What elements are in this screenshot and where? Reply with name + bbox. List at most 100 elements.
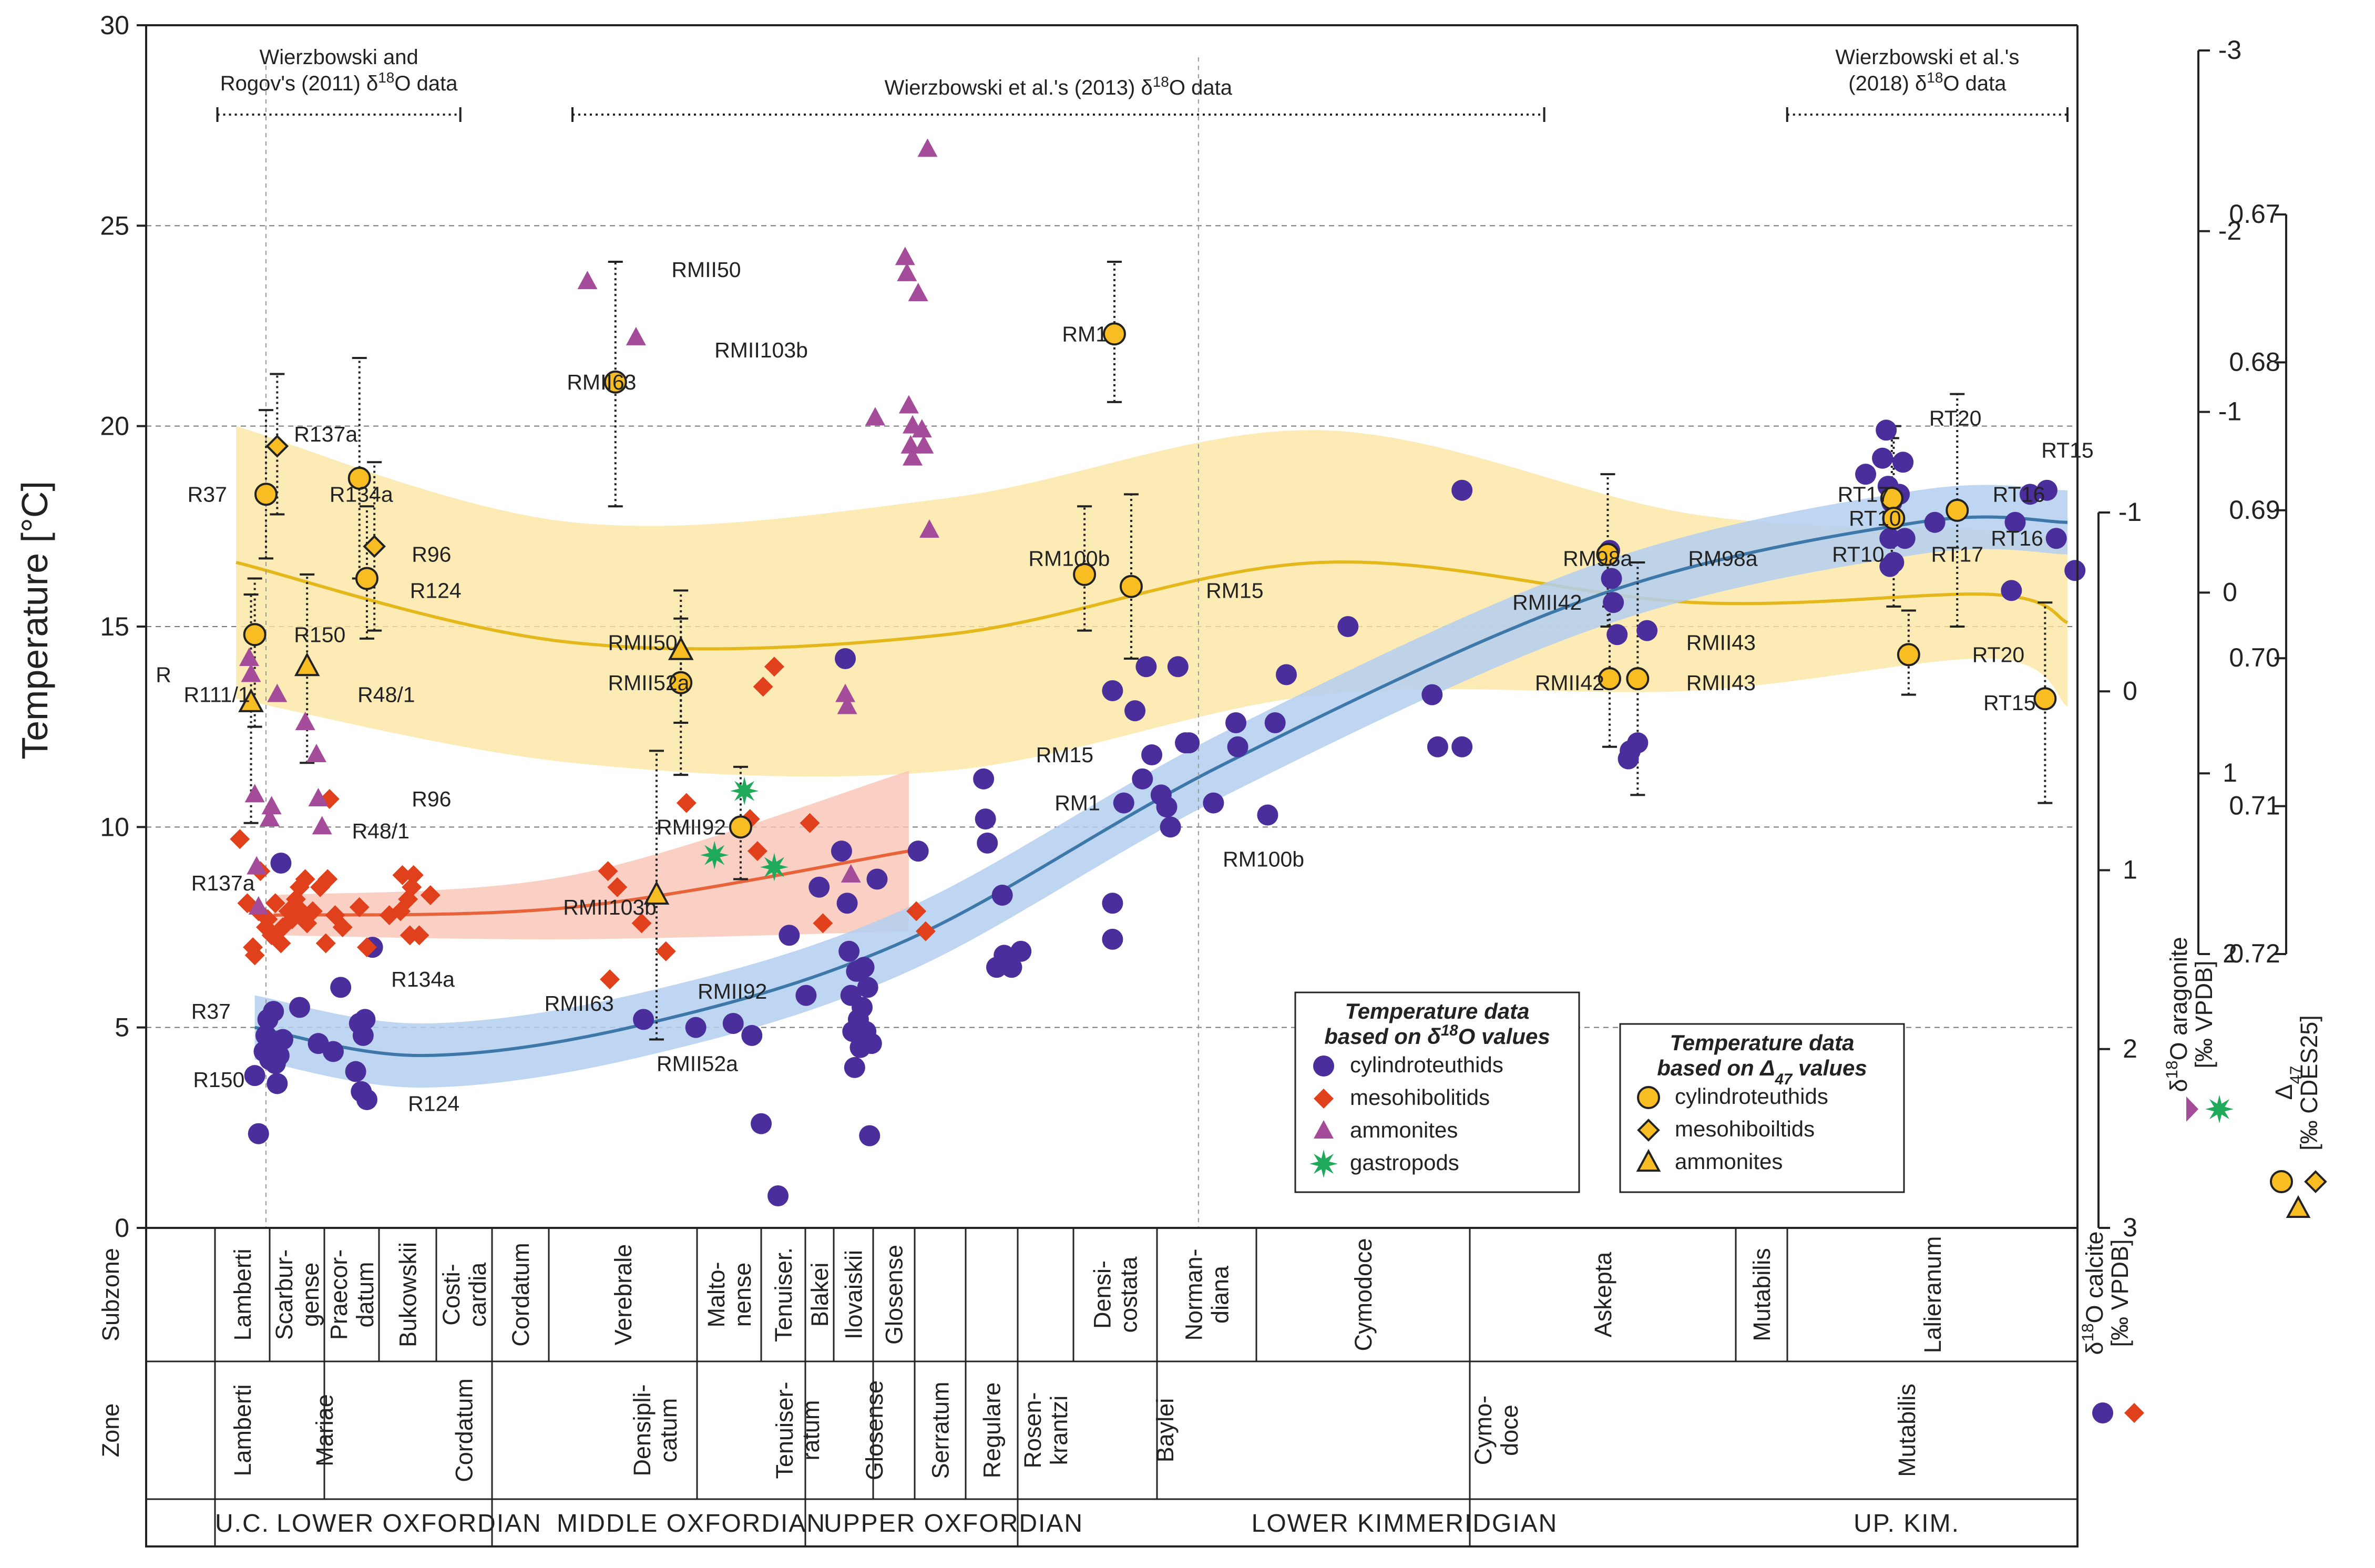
- secondary-axis-title: δ18O aragonite: [2162, 937, 2192, 1092]
- data-point: [912, 419, 932, 438]
- zone-label: Regulare: [979, 1382, 1006, 1479]
- zone-label: Tenuiser-: [771, 1381, 798, 1479]
- data-point: [685, 1017, 707, 1038]
- subzone-label: Lamberti: [229, 1248, 256, 1340]
- data-point: [1113, 792, 1134, 814]
- data-point: [392, 865, 413, 885]
- error-bar: [1077, 505, 1092, 632]
- point-label: RT10: [1832, 542, 1885, 567]
- data-point: [272, 1029, 293, 1050]
- d47-triangle-marker: [2286, 1195, 2311, 1218]
- point-label: R96: [412, 787, 451, 811]
- data-point: [607, 877, 628, 897]
- y-axis-title: Temperature [°C]: [14, 481, 55, 760]
- data-point: [598, 861, 618, 882]
- secondary-tick-label: 0.67: [2229, 199, 2280, 229]
- legend-marker: [1314, 1089, 1334, 1109]
- point-label: RMII52a: [608, 671, 690, 695]
- point-label: RM1: [1055, 791, 1100, 815]
- legend-title: based on Δ47 values: [1657, 1055, 1867, 1088]
- secondary-axis-0: -3 -2 -1 0 1 2 δ18O aragonite[‰ VPDB]: [2162, 35, 2241, 1092]
- data-point: [1627, 732, 1649, 754]
- error-bar: [733, 765, 748, 880]
- data-point: [1102, 322, 1126, 346]
- point-label: RT16: [1993, 482, 2045, 506]
- data-point: [1636, 620, 1658, 641]
- data-point: [1257, 804, 1278, 826]
- error-bar: [300, 573, 315, 764]
- point-label: RT17: [1838, 482, 1890, 506]
- zone-label: ratum: [797, 1400, 824, 1460]
- data-point: [1141, 744, 1163, 766]
- data-point: [1451, 479, 1473, 501]
- legend-marker: [1313, 1055, 1334, 1077]
- data-point: [270, 852, 292, 874]
- data-point: [1102, 928, 1123, 950]
- data-point: [668, 636, 694, 660]
- data-source-label: Wierzbowski and: [259, 46, 418, 69]
- data-point: [1606, 624, 1628, 645]
- data-point: [295, 712, 315, 731]
- data-point: [1225, 712, 1247, 734]
- data-point: [306, 744, 326, 763]
- data-point: [243, 623, 267, 647]
- data-point: [656, 941, 676, 961]
- legend-marker: [1309, 1150, 1338, 1178]
- data-point: [844, 1057, 865, 1078]
- data-point: [267, 683, 288, 702]
- stratigraphy-table: Subzone Zone Lamberti Scarbur-gense Praecor-…: [97, 1227, 2079, 1547]
- stage-label: LOWER OXFORDIAN: [277, 1510, 542, 1538]
- data-point: [861, 1033, 882, 1054]
- zone-label: Mariae: [311, 1394, 338, 1467]
- row-label-subzone: Subzone: [97, 1248, 124, 1341]
- data-point: [1451, 736, 1473, 757]
- data-point: [1179, 732, 1200, 754]
- error-bar: [649, 750, 664, 1041]
- point-label: RMII63: [567, 370, 636, 394]
- zone-label: Glosense: [861, 1380, 888, 1480]
- data-point: [857, 977, 878, 998]
- secondary-axis-title: δ18O calcite: [2078, 1231, 2108, 1355]
- secondary-tick-label: 2: [2223, 939, 2237, 968]
- data-point: [1001, 957, 1022, 978]
- calcite-diamond-marker: [2124, 1403, 2144, 1423]
- data-point: [402, 877, 422, 897]
- data-point: [1601, 568, 1622, 589]
- data-point: [779, 925, 800, 946]
- row-label-zone: Zone: [97, 1403, 124, 1458]
- point-label: R: [156, 663, 171, 687]
- point-label: RT20: [1929, 406, 1982, 430]
- data-point: [914, 435, 934, 454]
- subzone-label: nense: [729, 1263, 756, 1327]
- subzone-label: Densi-: [1089, 1260, 1116, 1329]
- point-label: RM100b: [1028, 546, 1110, 570]
- zone-label: Densipli-: [629, 1384, 656, 1476]
- data-source-bracket: Wierzbowski et al.'s (2013) δ18O data: [571, 74, 1545, 122]
- data-point: [2036, 479, 2057, 501]
- subzone-label: Blakei: [806, 1263, 833, 1327]
- data-point: [1882, 507, 1906, 530]
- y-tick-label: 30: [100, 11, 129, 40]
- point-label: R134a: [391, 967, 455, 991]
- data-point: [908, 282, 928, 301]
- data-point: [643, 880, 670, 905]
- data-point: [991, 884, 1013, 906]
- secondary-axis-title: [‰ CDES25]: [2296, 1015, 2322, 1151]
- error-bar: [247, 577, 262, 728]
- secondary-axis-title: Δ47: [2270, 1065, 2305, 1100]
- subzone-label: cardia: [464, 1262, 491, 1327]
- data-point: [1132, 768, 1153, 790]
- secondary-axis-1: 0.67 0.68 0.69 0.70 0.71 0.72 Δ47[‰ CDES25]: [2229, 199, 2322, 1151]
- point-label: R137a: [191, 871, 255, 895]
- point-label: RMII43: [1686, 671, 1756, 695]
- data-point: [238, 688, 264, 712]
- data-point: [2001, 580, 2022, 601]
- legend-item-label: ammonites: [1350, 1118, 1458, 1142]
- data-point: [332, 917, 353, 937]
- data-point: [895, 247, 915, 265]
- data-point: [420, 885, 441, 905]
- zone-label: Cymo-: [1470, 1396, 1497, 1465]
- point-label: R150: [294, 622, 345, 647]
- legend-box: [1619, 1023, 1905, 1193]
